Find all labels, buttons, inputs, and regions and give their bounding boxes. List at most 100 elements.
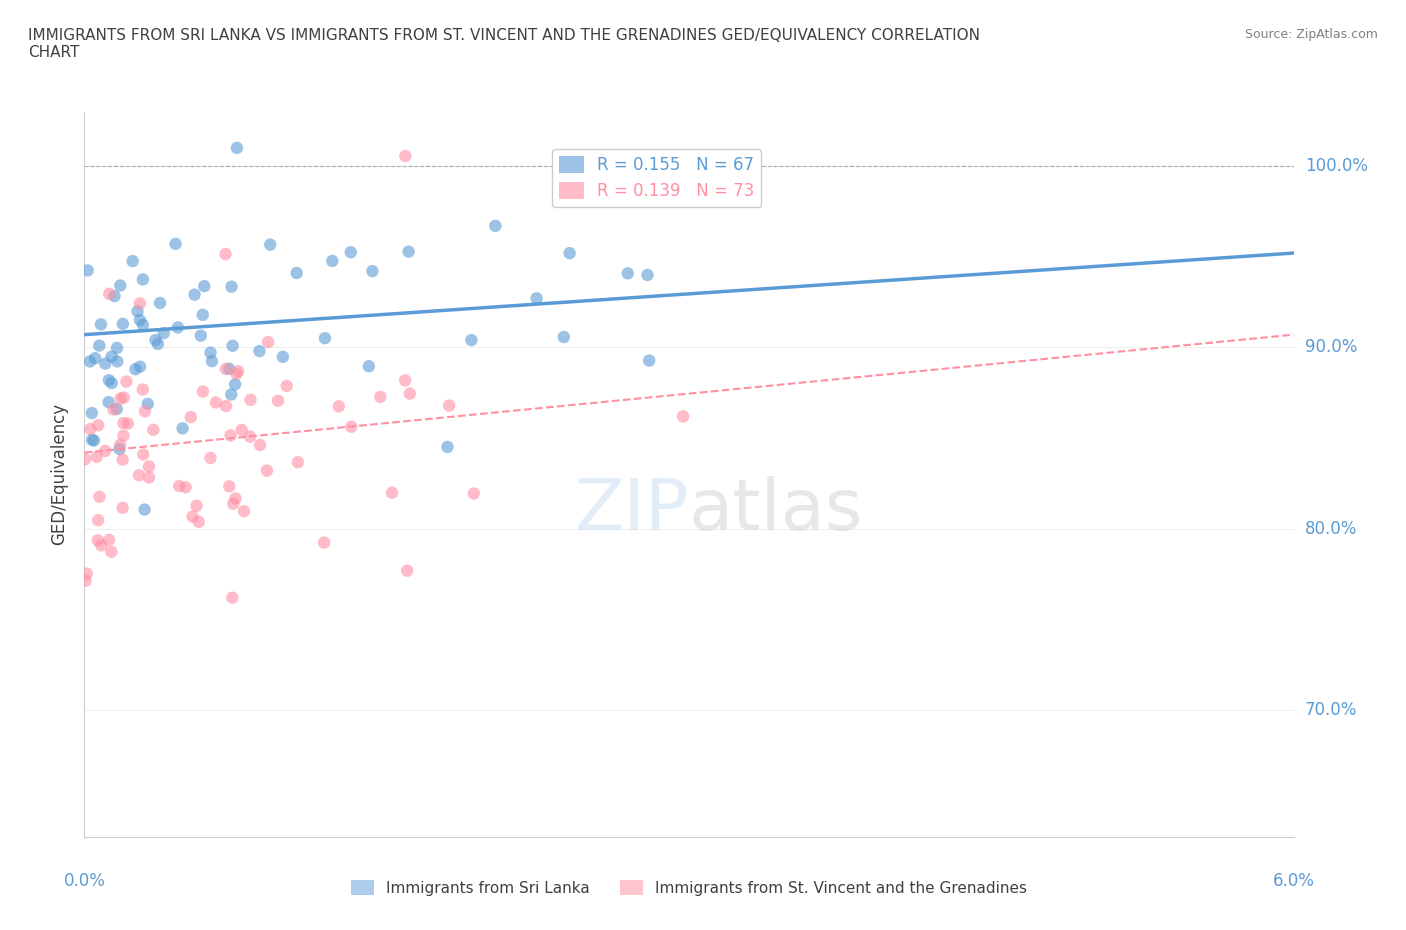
Text: 90.0%: 90.0% <box>1305 339 1357 356</box>
Point <box>190 328 212 343</box>
Point <box>105 402 128 417</box>
Point <box>285 266 308 281</box>
Point <box>138 470 160 485</box>
Point <box>97 373 120 388</box>
Point <box>463 486 485 501</box>
Point <box>90 538 112 552</box>
Text: 0.0%: 0.0% <box>63 871 105 890</box>
Point <box>79 421 101 436</box>
Point <box>128 312 150 327</box>
Point <box>239 392 262 407</box>
Point <box>134 502 156 517</box>
Point <box>124 362 146 377</box>
Point <box>394 149 416 164</box>
Point <box>205 395 228 410</box>
Point <box>321 254 343 269</box>
Point <box>637 268 659 283</box>
Point <box>136 396 159 411</box>
Point <box>436 440 458 455</box>
Point <box>370 390 392 405</box>
Point <box>381 485 404 500</box>
Point <box>108 442 131 457</box>
Point <box>112 428 135 443</box>
Point <box>87 512 110 527</box>
Point <box>75 573 97 588</box>
Point <box>180 409 202 424</box>
Point <box>221 591 243 605</box>
Point <box>174 480 197 495</box>
Point <box>200 450 222 465</box>
Point <box>233 504 256 519</box>
Point <box>75 452 97 467</box>
Point <box>484 219 506 233</box>
Point <box>132 272 155 286</box>
Point <box>267 393 290 408</box>
Point <box>145 333 167 348</box>
Text: 70.0%: 70.0% <box>1305 701 1357 719</box>
Point <box>172 421 194 436</box>
Point <box>256 463 278 478</box>
Point <box>672 409 695 424</box>
Point <box>553 329 575 344</box>
Point <box>105 340 128 355</box>
Text: 6.0%: 6.0% <box>1272 871 1315 890</box>
Point <box>146 337 169 352</box>
Point <box>128 296 150 311</box>
Point <box>86 533 108 548</box>
Point <box>89 339 111 353</box>
Point <box>111 500 134 515</box>
Point <box>218 479 240 494</box>
Point <box>111 316 134 331</box>
Point <box>87 418 110 432</box>
Point <box>219 387 242 402</box>
Legend: Immigrants from Sri Lanka, Immigrants from St. Vincent and the Grenadines: Immigrants from Sri Lanka, Immigrants fr… <box>344 873 1033 902</box>
Point <box>76 566 98 581</box>
Point <box>221 279 243 294</box>
Point <box>98 533 121 548</box>
Point <box>191 384 214 399</box>
Point <box>226 140 249 155</box>
Point <box>187 514 209 529</box>
Point <box>89 489 111 504</box>
Point <box>257 335 280 350</box>
Point <box>80 405 103 420</box>
Point <box>314 535 336 550</box>
Point <box>225 491 247 506</box>
Point <box>112 416 135 431</box>
Point <box>138 459 160 474</box>
Point <box>398 245 420 259</box>
Point <box>79 354 101 369</box>
Point <box>100 544 122 559</box>
Point <box>103 402 125 417</box>
Text: 80.0%: 80.0% <box>1305 520 1357 538</box>
Point <box>200 345 222 360</box>
Point <box>193 279 215 294</box>
Point <box>90 317 112 332</box>
Point <box>134 404 156 418</box>
Point <box>149 296 172 311</box>
Point <box>103 288 125 303</box>
Point <box>112 391 135 405</box>
Point <box>80 432 103 447</box>
Point <box>215 362 238 377</box>
Point <box>191 308 214 323</box>
Point <box>437 398 460 413</box>
Point <box>132 382 155 397</box>
Point <box>121 254 143 269</box>
Point <box>398 386 420 401</box>
Point <box>226 364 249 379</box>
Point <box>100 350 122 365</box>
Text: atlas: atlas <box>689 476 863 545</box>
Point <box>94 356 117 371</box>
Point <box>83 433 105 448</box>
Point <box>86 449 108 464</box>
Point <box>100 376 122 391</box>
Point <box>271 350 294 365</box>
Text: IMMIGRANTS FROM SRI LANKA VS IMMIGRANTS FROM ST. VINCENT AND THE GRENADINES GED/: IMMIGRANTS FROM SRI LANKA VS IMMIGRANTS … <box>28 28 980 60</box>
Point <box>259 237 281 252</box>
Point <box>105 354 128 369</box>
Point <box>142 422 165 437</box>
Point <box>218 361 240 376</box>
Point <box>215 399 238 414</box>
Point <box>117 416 139 431</box>
